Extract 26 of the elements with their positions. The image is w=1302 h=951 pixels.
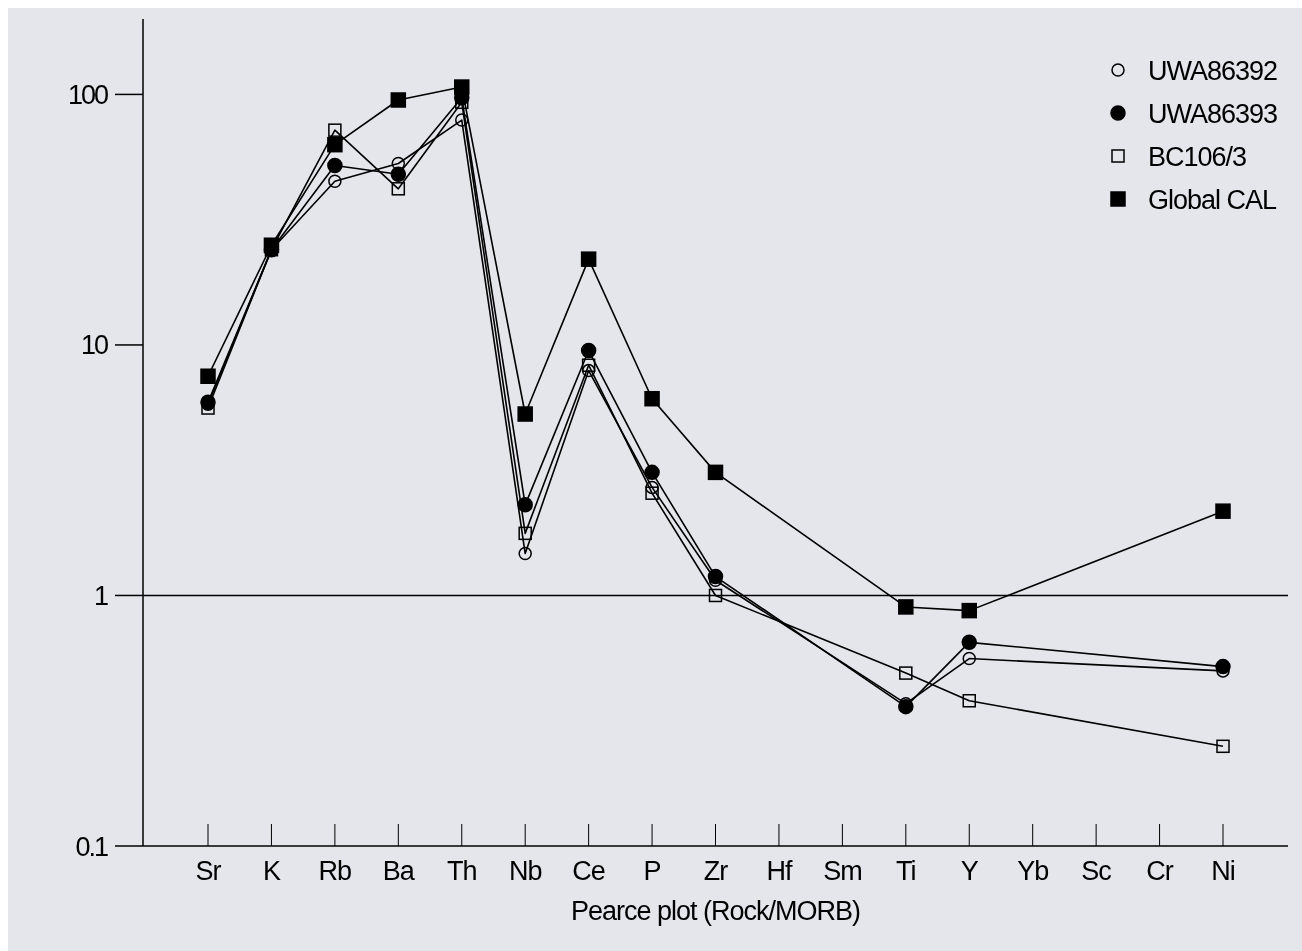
x-tick-label: Ce	[572, 856, 605, 886]
y-tick-label: 10	[80, 330, 108, 361]
y-tick-label: 0.1	[75, 831, 108, 862]
x-tick-label: Ti	[896, 856, 916, 886]
x-tick-label: Th	[446, 856, 477, 886]
y-tick-label: 100	[67, 79, 108, 110]
x-tick-label: Ba	[382, 856, 416, 886]
legend-label: Global CAL	[1148, 184, 1278, 215]
x-tick-label: Cr	[1146, 856, 1174, 886]
x-tick-label: Y	[960, 856, 979, 886]
x-tick-label: Zr	[703, 856, 729, 886]
x-tick-label: Ni	[1211, 856, 1235, 886]
x-tick-label: Sr	[195, 856, 222, 886]
x-tick-label: Yb	[1017, 856, 1049, 886]
y-tick-label: 1	[93, 580, 108, 611]
x-tick-label: P	[643, 856, 661, 886]
x-tick-label: Rb	[318, 856, 352, 886]
x-tick-label: Hf	[766, 856, 793, 886]
x-tick-label: Nb	[508, 856, 542, 886]
x-axis-title: Pearce plot (Rock/MORB)	[570, 896, 861, 926]
legend-label: BC106/3	[1148, 141, 1247, 172]
x-tick-label: K	[262, 856, 281, 886]
legend-label: UWA86393	[1148, 98, 1278, 129]
x-tick-label: Sm	[823, 856, 862, 886]
legend-label: UWA86392	[1148, 55, 1278, 86]
x-tick-label: Sc	[1081, 856, 1112, 886]
